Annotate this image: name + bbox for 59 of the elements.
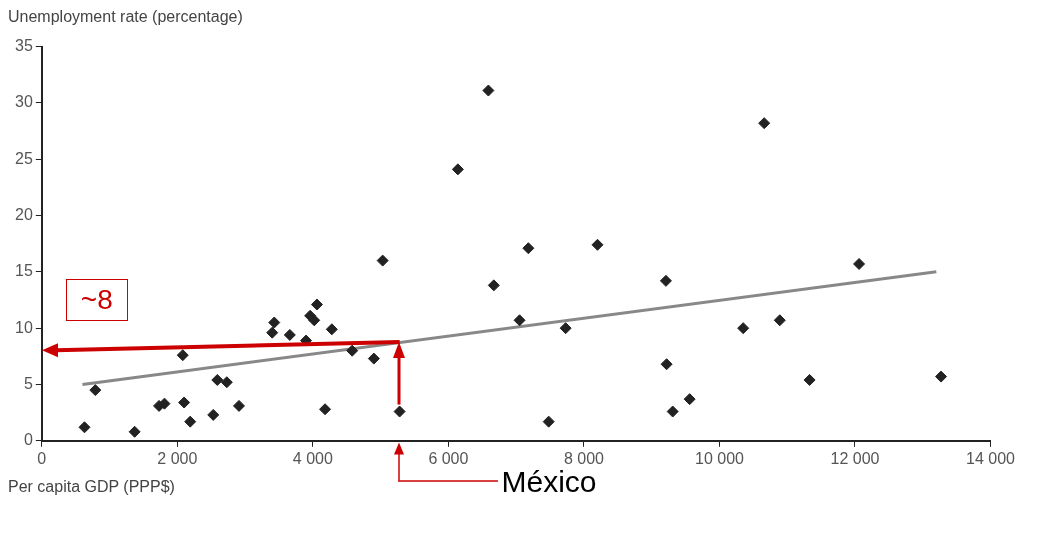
point bbox=[310, 298, 323, 311]
point bbox=[758, 117, 771, 130]
point bbox=[451, 163, 464, 176]
point bbox=[220, 376, 233, 389]
point bbox=[178, 396, 191, 409]
point bbox=[737, 322, 750, 335]
point bbox=[128, 425, 141, 438]
point bbox=[325, 323, 338, 336]
y-tick-label: 15 bbox=[15, 262, 33, 280]
point bbox=[184, 415, 197, 428]
text: México bbox=[501, 464, 597, 499]
y-tick-label: 20 bbox=[15, 205, 33, 223]
point bbox=[666, 405, 679, 418]
point bbox=[233, 399, 245, 412]
point bbox=[542, 415, 555, 428]
y-tick-label: 25 bbox=[15, 149, 33, 167]
point bbox=[660, 358, 673, 371]
point bbox=[591, 238, 604, 251]
point bbox=[211, 373, 224, 386]
y-tick-label: 35 bbox=[15, 37, 33, 55]
point bbox=[482, 84, 495, 97]
x-tick-label: 2 000 bbox=[157, 449, 198, 467]
y-tick-label: 0 bbox=[23, 431, 33, 449]
point bbox=[207, 408, 220, 421]
point bbox=[89, 384, 102, 397]
point bbox=[376, 254, 389, 267]
x-tick-label: 0 bbox=[37, 449, 47, 467]
y-tick-label: 5 bbox=[23, 374, 33, 392]
x-tick-label: 12 000 bbox=[830, 449, 880, 467]
point bbox=[559, 322, 572, 335]
point bbox=[176, 349, 189, 362]
point bbox=[773, 314, 786, 327]
point bbox=[268, 316, 281, 329]
x-tick-label: 14 000 bbox=[966, 449, 1016, 467]
point bbox=[283, 328, 296, 341]
annotation: ~8 bbox=[65, 278, 128, 321]
x-tick-label: 8 000 bbox=[563, 449, 605, 467]
point bbox=[346, 344, 359, 357]
x-tick-label: 10 000 bbox=[695, 449, 745, 467]
point bbox=[513, 314, 526, 327]
point bbox=[319, 403, 332, 416]
x-axis-title: Per capita GDP (PPP$) bbox=[8, 478, 175, 496]
point bbox=[367, 352, 380, 365]
x-tick-label: 4 000 bbox=[292, 449, 333, 467]
y-tick-label: 10 bbox=[15, 318, 33, 336]
point bbox=[803, 373, 816, 386]
point bbox=[853, 257, 866, 270]
point bbox=[522, 242, 535, 255]
point bbox=[659, 274, 672, 287]
y-axis-title: Unemployment rate (percentage) bbox=[8, 8, 243, 26]
y-tick-label: 30 bbox=[15, 93, 33, 111]
point bbox=[935, 370, 948, 383]
point bbox=[308, 314, 321, 327]
point bbox=[266, 326, 279, 339]
point bbox=[487, 279, 500, 292]
point bbox=[683, 393, 696, 406]
x-tick-label: 6 000 bbox=[428, 449, 469, 467]
point bbox=[78, 421, 91, 434]
point bbox=[393, 405, 406, 418]
